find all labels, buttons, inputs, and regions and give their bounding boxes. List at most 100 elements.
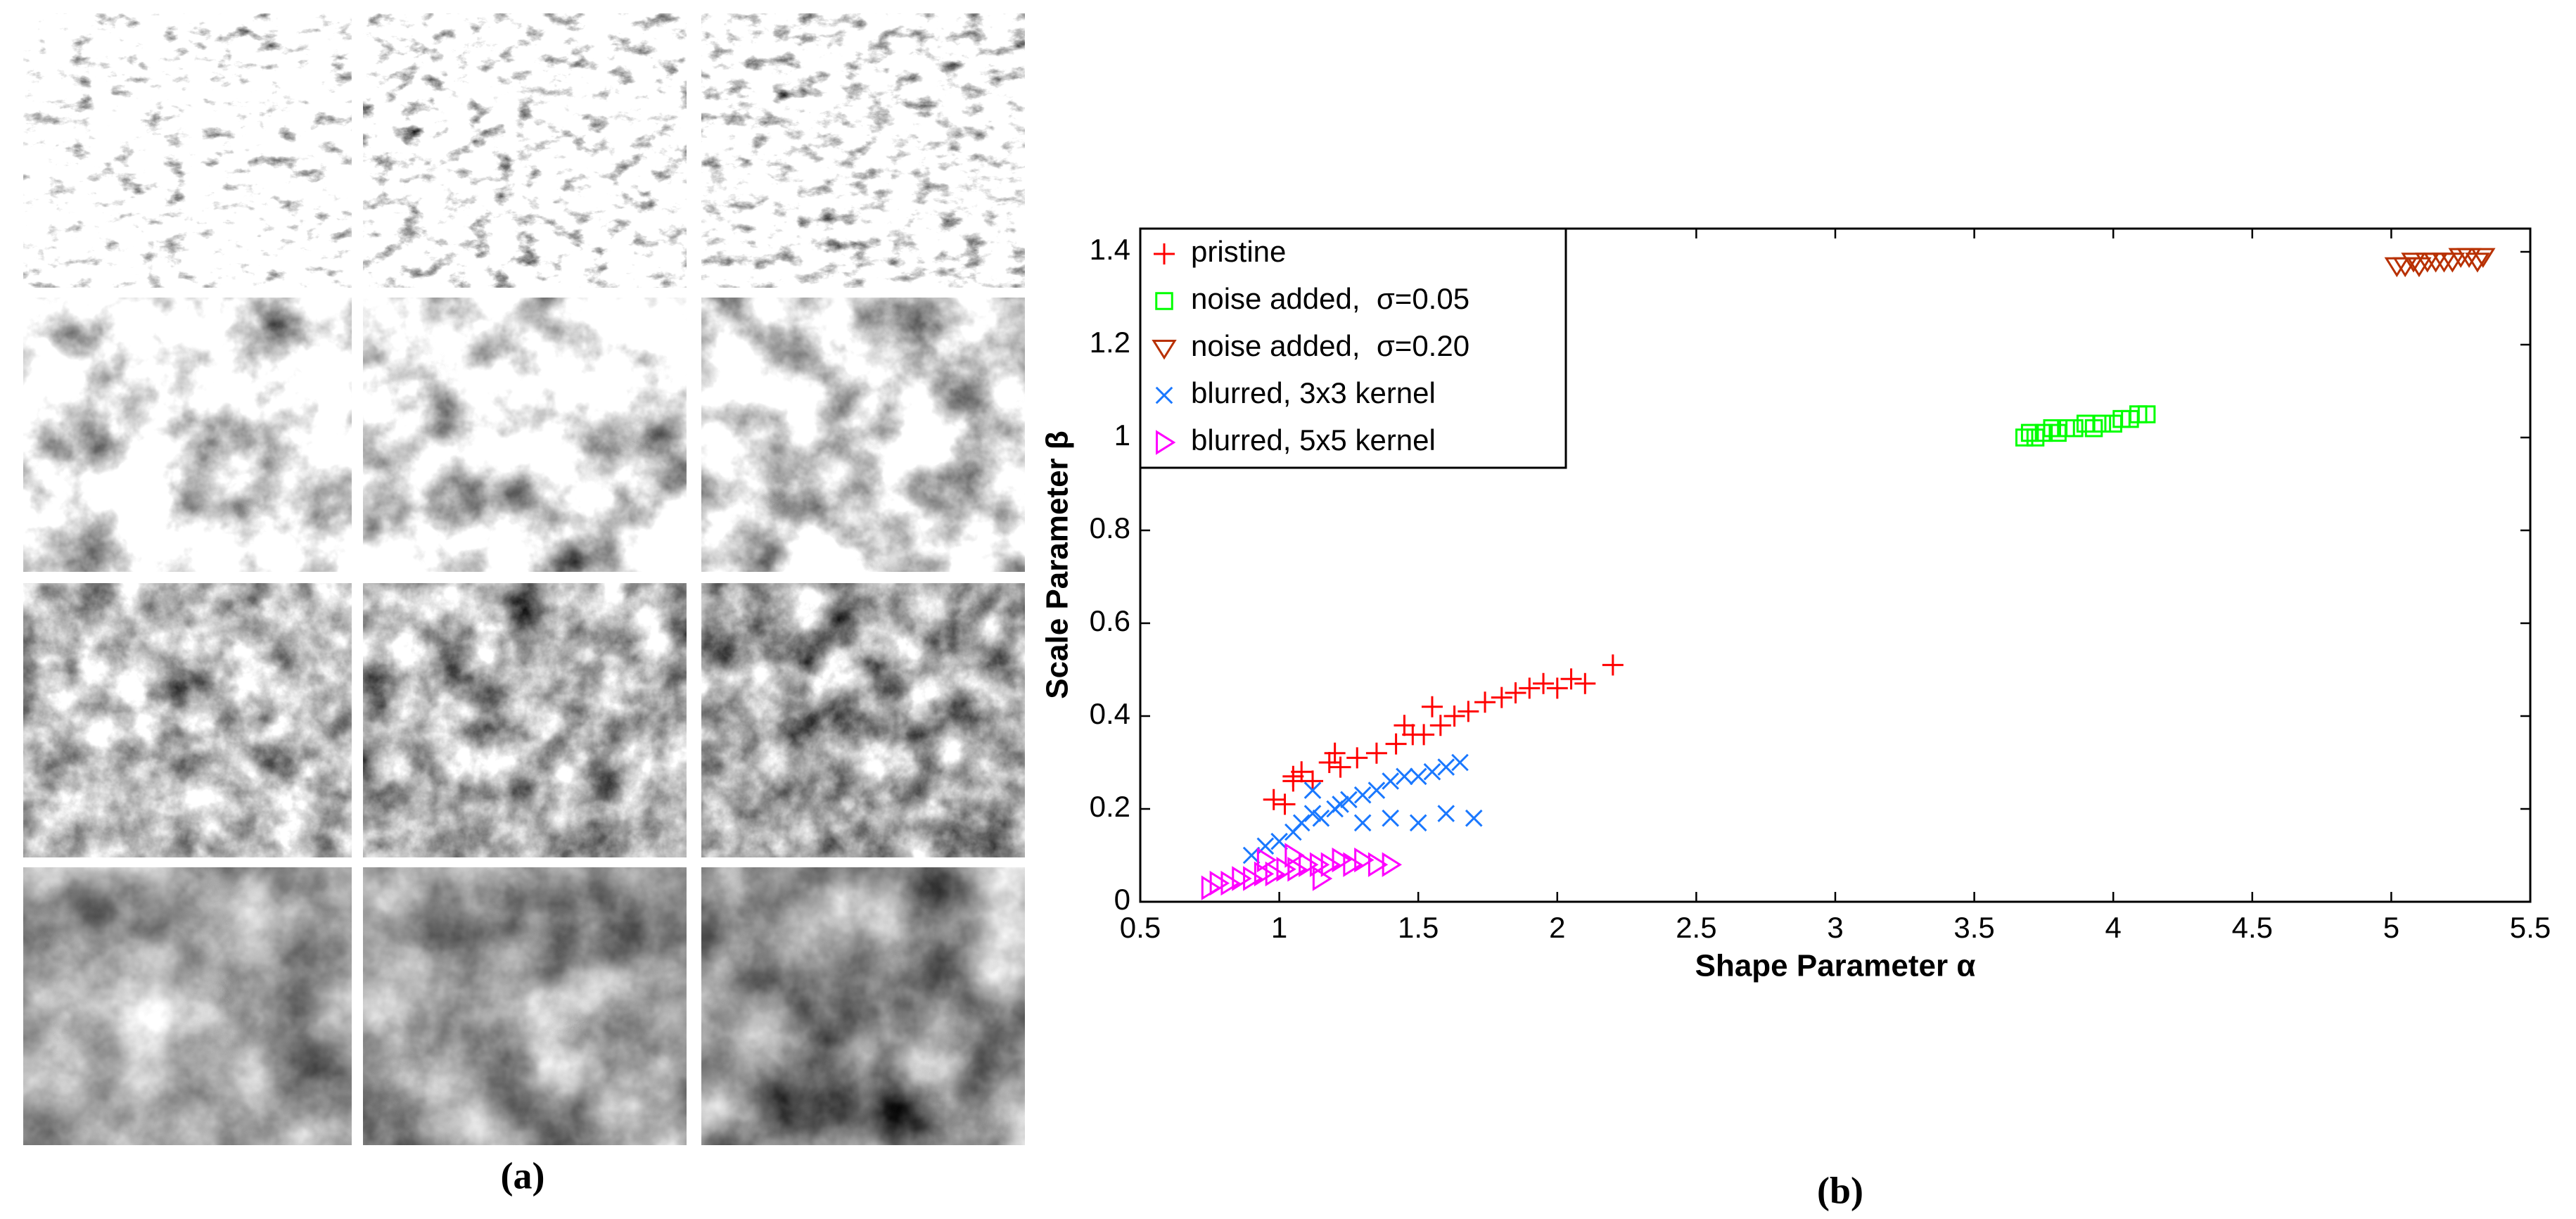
scatter-point [1602,654,1624,676]
x-tick-label: 2 [1549,911,1565,944]
legend-label: noise added, σ=0.05 [1191,282,1469,315]
legend-label: blurred, 3x3 kernel [1191,376,1436,409]
scatter-point [1382,772,1399,790]
scatter-point [1343,852,1363,877]
scatter-point [1353,786,1372,804]
panel-label: (b) [1817,1169,1863,1211]
scatter-point [1385,733,1407,755]
scatter-point [1263,789,1284,810]
scatter-point [1318,752,1340,773]
y-tick-label: 1.2 [1090,326,1130,359]
image-tile [363,13,687,288]
scatter-point [1303,781,1322,799]
x-tick-label: 5 [2383,911,2399,944]
x-tick-label: 1 [1271,911,1287,944]
scatter-point [1309,852,1330,877]
y-tick-label: 1.4 [1090,233,1130,266]
x-tick-label: 4 [2105,911,2122,944]
scatter-point [1282,770,1304,792]
image-grid [23,13,1025,1145]
scatter-point [1491,687,1512,708]
image-tile [701,867,1025,1145]
scatter-point [1346,747,1368,769]
scatter-point [1291,761,1313,783]
scatter-point [1299,852,1319,877]
scatter-point [1409,814,1427,832]
y-tick-label: 0.6 [1090,604,1130,637]
legend-marker [1152,340,1177,360]
scatter-point [1367,852,1389,877]
y-tick-label: 0.4 [1090,697,1130,730]
scatter-point [2465,253,2490,273]
legend-marker [1155,386,1173,404]
scatter-point [1332,796,1349,813]
scatter-point [1332,847,1352,873]
scatter-point [1354,847,1375,873]
panel-label: (a) [501,1154,545,1196]
scatter-point [2401,253,2426,273]
y-tick-label: 0.2 [1090,790,1130,823]
scatter-point [1353,814,1372,832]
scatter-point [1413,724,1435,746]
scatter-point [1302,770,1324,792]
legend-marker [1155,292,1173,310]
scatter-point [1382,809,1399,827]
image-tile [363,298,687,572]
x-tick-label: 4.5 [2232,911,2273,944]
scatter-point [1474,691,1496,713]
scatter-point [2121,409,2139,428]
scatter-point [1287,857,1308,882]
y-axis-label: Scale Parameter β [1040,430,1075,699]
legend-label: pristine [1191,235,1286,268]
scatter-point [2456,248,2482,268]
scatter-point [1312,809,1330,827]
image-tile [701,298,1025,572]
scatter-point [2104,414,2122,433]
scatter-point [2084,419,2103,438]
scatter-point [2048,423,2067,442]
scatter-point [1367,781,1386,799]
x-tick-label: 2.5 [1676,911,1716,944]
x-tick-label: 3.5 [1953,911,1994,944]
scatter-point [1292,814,1311,832]
scatter-point [1365,742,1387,764]
y-tick-label: 1 [1114,419,1130,452]
scatter-point [1443,706,1465,727]
scatter-point [2026,428,2045,447]
scatter-point [1409,767,1427,786]
scatter-point [1437,805,1455,822]
legend-marker [1156,430,1176,455]
scatter-point [1451,753,1469,772]
scatter-point [1324,742,1346,764]
x-tick-label: 5.5 [2510,911,2551,944]
y-tick-label: 0 [1114,883,1130,916]
axes-box [1139,227,2532,903]
image-tile [23,13,352,288]
scatter-point [1560,668,1582,690]
scatter-point [1270,832,1288,850]
scatter-point [1256,847,1277,873]
image-tile [23,583,352,857]
scatter-point [1243,866,1263,891]
scatter-point [2470,248,2496,268]
legend-marker [1154,243,1175,264]
scatter-point [1458,701,1479,722]
y-tick-label: 0.8 [1090,511,1130,544]
scatter-point [1574,672,1596,694]
scatter-point [1220,870,1241,896]
scatter-point [1394,715,1415,736]
image-tile [23,867,352,1145]
scatter-point [1546,677,1568,699]
scatter-point [1232,866,1252,891]
scatter-point [2137,405,2156,423]
scatter-point [1312,866,1333,891]
scatter-point [1505,682,1526,703]
scatter-point [1284,843,1305,868]
scatter-point [1303,805,1322,822]
x-tick-label: 3 [1827,911,1843,944]
scatter-point [1274,793,1296,815]
x-tick-label: 0.5 [1120,911,1161,944]
image-tile [363,583,687,857]
